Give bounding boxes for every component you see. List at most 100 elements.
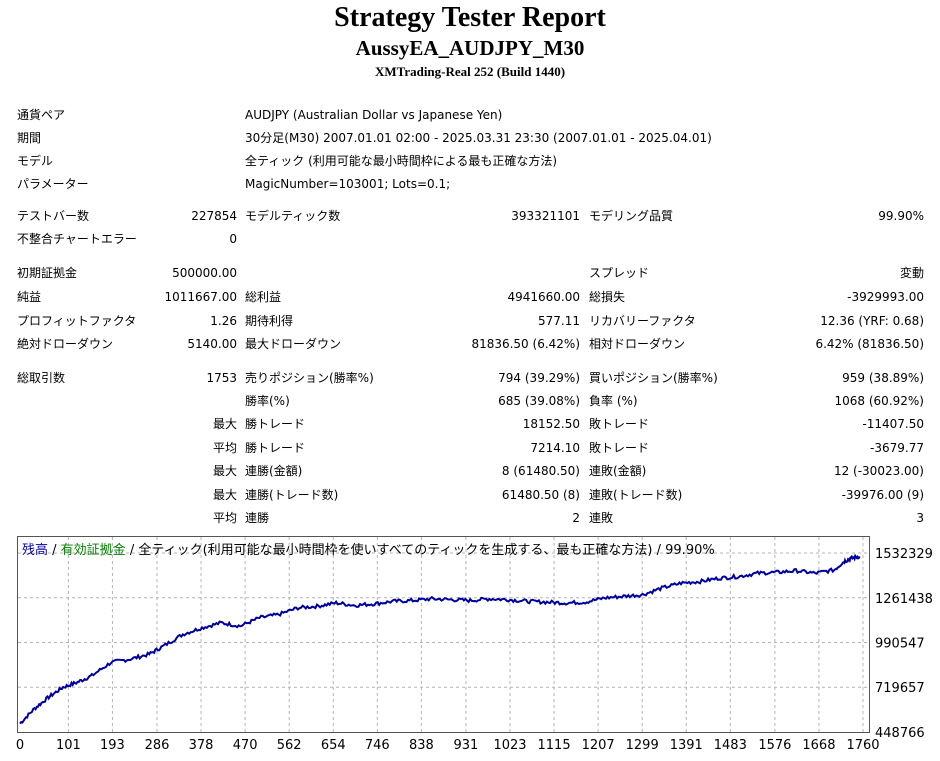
avg-win-value: 7214.10 bbox=[530, 441, 580, 455]
loss-rate-value: 1068 (60.92%) bbox=[834, 394, 924, 408]
legend-sep-1: / bbox=[48, 543, 61, 558]
short-positions-label: 売りポジション(勝率%) bbox=[245, 371, 374, 385]
average-prefix: 平均 bbox=[212, 441, 237, 455]
model-value: 全ティック (利用可能な最小時間枠による最も正確な方法) bbox=[245, 154, 558, 168]
bars-label: テストバー数 bbox=[17, 209, 90, 223]
deposit-value: 500000.00 bbox=[172, 266, 237, 280]
ticks-value: 393321101 bbox=[511, 209, 580, 223]
gross-loss-label: 総損失 bbox=[589, 290, 626, 304]
avg-win-label: 勝トレード bbox=[245, 441, 306, 455]
total-trades-value: 1753 bbox=[206, 371, 237, 385]
symbol-value: AUDJPY (Australian Dollar vs Japanese Ye… bbox=[245, 108, 503, 122]
rel-drawdown-label: 相対ドローダウン bbox=[589, 337, 686, 351]
short-positions-value: 794 (39.29%) bbox=[498, 371, 580, 385]
total-trades-label: 総取引数 bbox=[17, 371, 66, 385]
profit-factor-label: プロフィットファクタ bbox=[17, 314, 137, 328]
x-tick-label: 378 bbox=[189, 738, 214, 753]
legend-balance: 残高 bbox=[22, 543, 49, 558]
consec-wins-value: 8 (61480.50) bbox=[501, 464, 580, 478]
gross-profit-value: 4941660.00 bbox=[507, 290, 580, 304]
report-subtitle: AussyEA_AUDJPY_M30 bbox=[355, 36, 585, 60]
max-consec-count-prefix: 最大 bbox=[212, 488, 237, 502]
avg-consec-wins-label: 連勝 bbox=[245, 511, 270, 525]
y-tick-label: 1261438 bbox=[875, 592, 933, 607]
y-tick-label: 448766 bbox=[875, 726, 925, 741]
largest-prefix: 最大 bbox=[212, 417, 237, 431]
gross-loss-value: -3929993.00 bbox=[847, 290, 924, 304]
max-drawdown-value: 81836.50 (6.42%) bbox=[471, 337, 580, 351]
max-consec-prefix: 最大 bbox=[212, 464, 237, 478]
net-profit-label: 純益 bbox=[17, 290, 42, 304]
balance-series-line bbox=[19, 553, 861, 725]
y-tick-label: 990547 bbox=[875, 637, 925, 652]
x-tick-label: 1668 bbox=[802, 738, 835, 753]
profit-factor-value: 1.26 bbox=[210, 314, 237, 328]
x-tick-label: 286 bbox=[145, 738, 170, 753]
quality-label: モデリング品質 bbox=[589, 209, 674, 223]
chart-frame bbox=[17, 536, 870, 733]
avg-loss-value: -3679.77 bbox=[870, 441, 924, 455]
largest-loss-label: 敗トレード bbox=[589, 417, 650, 431]
spread-value: 変動 bbox=[899, 266, 924, 280]
x-tick-label: 1760 bbox=[846, 738, 879, 753]
expected-payoff-value: 577.11 bbox=[538, 314, 580, 328]
long-positions-label: 買いポジション(勝率%) bbox=[589, 371, 718, 385]
model-label: モデル bbox=[17, 154, 54, 168]
consec-loss-value: -39976.00 (9) bbox=[841, 488, 924, 502]
x-tick-label: 1207 bbox=[582, 738, 615, 753]
params-value: MagicNumber=103001; Lots=0.1; bbox=[245, 177, 451, 191]
legend-model: 全ティック(利用可能な最小時間枠を使いすべてのティックを生成する、最も正確な方法… bbox=[138, 543, 715, 558]
x-tick-label: 193 bbox=[100, 738, 125, 753]
avg-consec-wins-value: 2 bbox=[572, 511, 580, 525]
x-tick-label: 1391 bbox=[670, 738, 703, 753]
spread-label: スプレッド bbox=[589, 266, 650, 280]
bars-value: 227854 bbox=[191, 209, 237, 223]
legend-equity: 有効証拠金 bbox=[60, 543, 126, 558]
x-tick-label: 1483 bbox=[714, 738, 747, 753]
consec-wins-label: 連勝(金額) bbox=[245, 464, 303, 478]
abs-drawdown-value: 5140.00 bbox=[187, 337, 237, 351]
consec-profit-label: 連勝(トレード数) bbox=[245, 488, 339, 502]
win-rate-value: 685 (39.08%) bbox=[498, 394, 580, 408]
params-label: パラメーター bbox=[17, 177, 89, 191]
legend-sep-2: / bbox=[125, 543, 139, 558]
chart-legend: 残高 / 有効証拠金 / 全ティック(利用可能な最小時間枠を使いすべてのティック… bbox=[22, 539, 715, 558]
deposit-label: 初期証拠金 bbox=[17, 266, 78, 280]
period-label: 期間 bbox=[17, 131, 42, 145]
y-tick-label: 719657 bbox=[875, 681, 925, 696]
mismatch-label: 不整合チャートエラー bbox=[17, 232, 137, 246]
x-tick-label: 1299 bbox=[626, 738, 659, 753]
gross-profit-label: 総利益 bbox=[245, 290, 282, 304]
abs-drawdown-label: 絶対ドローダウン bbox=[17, 337, 114, 351]
x-tick-label: 654 bbox=[321, 738, 346, 753]
avg-consec-losses-value: 3 bbox=[916, 511, 924, 525]
quality-value: 99.90% bbox=[878, 209, 924, 223]
x-tick-label: 0 bbox=[16, 738, 24, 753]
rel-drawdown-value: 6.42% (81836.50) bbox=[815, 337, 924, 351]
ticks-label: モデルティック数 bbox=[245, 209, 341, 223]
consec-profit-value: 61480.50 (8) bbox=[501, 488, 580, 502]
x-tick-label: 562 bbox=[277, 738, 302, 753]
largest-win-value: 18152.50 bbox=[522, 417, 580, 431]
x-tick-label: 746 bbox=[365, 738, 390, 753]
period-value: 30分足(M30) 2007.01.01 02:00 - 2025.03.31 … bbox=[245, 131, 712, 145]
avg-loss-label: 敗トレード bbox=[589, 441, 650, 455]
avg-consec-prefix: 平均 bbox=[212, 511, 237, 525]
x-tick-label: 1115 bbox=[538, 738, 571, 753]
consec-losses-label: 連敗(金額) bbox=[589, 464, 647, 478]
symbol-label: 通貨ペア bbox=[17, 108, 66, 122]
x-tick-label: 470 bbox=[233, 738, 258, 753]
x-tick-label: 838 bbox=[409, 738, 434, 753]
y-tick-label: 1532329 bbox=[875, 547, 933, 562]
largest-loss-value: -11407.50 bbox=[862, 417, 924, 431]
loss-rate-label: 負率 (%) bbox=[589, 394, 638, 408]
avg-consec-losses-label: 連敗 bbox=[589, 511, 614, 525]
expected-payoff-label: 期待利得 bbox=[245, 314, 294, 328]
report-server: XMTrading-Real 252 (Build 1440) bbox=[374, 64, 566, 79]
net-profit-value: 1011667.00 bbox=[164, 290, 237, 304]
x-tick-label: 101 bbox=[56, 738, 81, 753]
recovery-factor-value: 12.36 (YRF: 0.68) bbox=[820, 314, 924, 328]
x-tick-label: 931 bbox=[454, 738, 479, 753]
x-tick-label: 1023 bbox=[493, 738, 526, 753]
